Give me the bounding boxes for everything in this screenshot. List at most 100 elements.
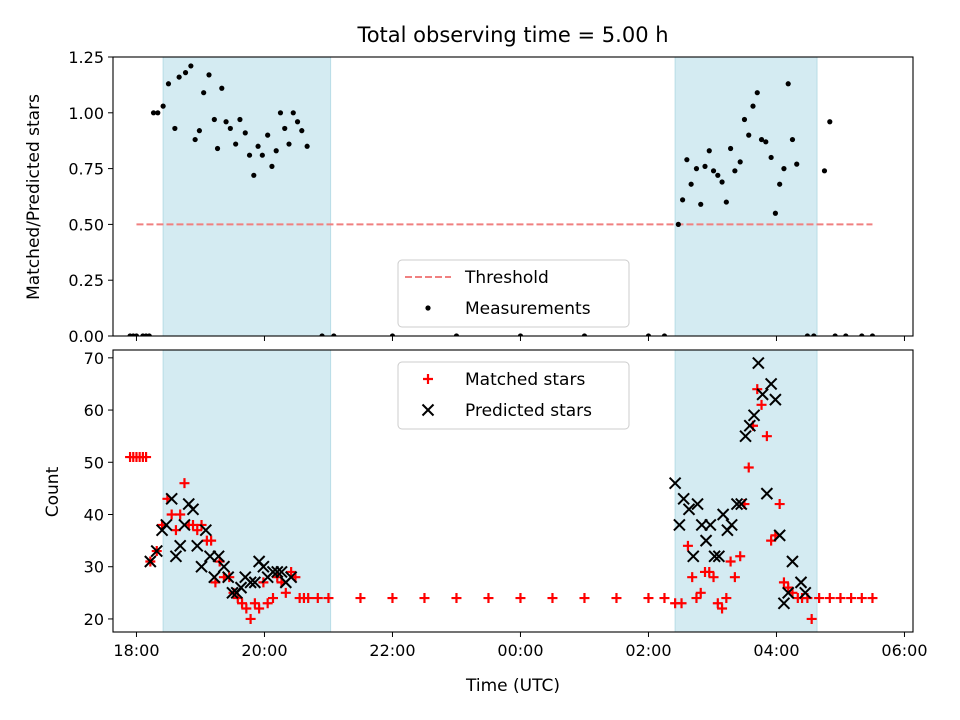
bottom-y-axis-label: Count bbox=[43, 466, 63, 517]
measurement-point bbox=[251, 173, 256, 178]
measurement-point bbox=[260, 153, 265, 158]
measurement-point bbox=[291, 110, 296, 115]
matched-star-marker bbox=[547, 593, 557, 603]
x-tick-label: 18:00 bbox=[113, 641, 159, 660]
legend-label: Predicted stars bbox=[465, 401, 592, 421]
matched-star-marker bbox=[387, 593, 397, 603]
measurement-point bbox=[243, 130, 248, 135]
matched-star-marker bbox=[579, 593, 589, 603]
matched-star-marker bbox=[825, 593, 835, 603]
matched-star-marker bbox=[355, 593, 365, 603]
measurement-point bbox=[269, 164, 274, 169]
measurement-point bbox=[188, 63, 193, 68]
measurement-point bbox=[223, 119, 228, 124]
y-tick-label: 0.00 bbox=[68, 327, 104, 346]
matched-star-marker bbox=[611, 593, 621, 603]
measurement-point bbox=[206, 72, 211, 77]
y-tick-label: 50 bbox=[84, 453, 104, 472]
measurement-point bbox=[177, 74, 182, 79]
measurement-point bbox=[265, 133, 270, 138]
x-tick-label: 20:00 bbox=[241, 641, 287, 660]
measurement-point bbox=[790, 137, 795, 142]
measurement-point bbox=[676, 222, 681, 227]
measurement-point bbox=[728, 146, 733, 151]
measurement-point bbox=[786, 81, 791, 86]
measurement-point bbox=[193, 137, 198, 142]
x-tick-label: 06:00 bbox=[881, 641, 927, 660]
y-tick-label: 0.75 bbox=[68, 160, 104, 179]
measurement-point bbox=[724, 199, 729, 204]
measurement-point bbox=[707, 148, 712, 153]
measurement-point bbox=[694, 166, 699, 171]
measurement-point bbox=[215, 146, 220, 151]
figure: Total observing time = 5.00 h Matched/Pr… bbox=[0, 0, 960, 720]
matched-star-marker bbox=[846, 593, 856, 603]
measurement-point bbox=[237, 117, 242, 122]
legend-label: Matched stars bbox=[465, 370, 585, 390]
bottom-panel: Count Time (UTC) 20304050607018:00 20:00 2… bbox=[43, 349, 928, 696]
measurement-point bbox=[746, 133, 751, 138]
measurement-point bbox=[197, 128, 202, 133]
x-tick-label: 02:00 bbox=[625, 641, 671, 660]
matched-star-marker bbox=[857, 593, 867, 603]
y-tick-label: 30 bbox=[84, 558, 104, 577]
x-tick-label: 22:00 bbox=[369, 641, 415, 660]
shaded-interval-2 bbox=[675, 57, 817, 336]
measurement-point bbox=[684, 157, 689, 162]
x-axis-label: Time (UTC) bbox=[465, 676, 560, 696]
matched-star-marker bbox=[835, 593, 845, 603]
matched-star-marker bbox=[483, 593, 493, 603]
y-tick-label: 0.50 bbox=[68, 215, 104, 234]
chart-title: Total observing time = 5.00 h bbox=[356, 23, 668, 47]
measurement-point bbox=[212, 117, 217, 122]
measurement-point bbox=[228, 126, 233, 131]
matched-star-marker bbox=[867, 593, 877, 603]
shaded-interval-2 bbox=[675, 350, 817, 632]
measurement-point bbox=[183, 70, 188, 75]
measurement-point bbox=[255, 144, 260, 149]
measurement-point bbox=[698, 202, 703, 207]
measurement-point bbox=[702, 164, 707, 169]
measurement-point bbox=[750, 104, 755, 109]
matched-star-marker bbox=[643, 593, 653, 603]
measurement-point bbox=[233, 141, 238, 146]
top-panel: Matched/Predicted stars 0.00 0.25 0.50 0.75… bbox=[24, 48, 913, 346]
measurement-point bbox=[295, 119, 300, 124]
measurement-point bbox=[738, 159, 743, 164]
measurement-point bbox=[305, 144, 310, 149]
top-y-axis-label: Matched/Predicted stars bbox=[24, 94, 44, 300]
y-tick-label: 1.25 bbox=[68, 48, 104, 67]
legend-measurements-swatch bbox=[425, 305, 430, 310]
y-tick-label: 20 bbox=[84, 610, 104, 629]
measurement-point bbox=[299, 128, 304, 133]
measurement-point bbox=[172, 126, 177, 131]
shaded-interval-1 bbox=[163, 350, 330, 632]
measurement-point bbox=[742, 117, 747, 122]
y-tick-label: 60 bbox=[84, 401, 104, 420]
measurement-point bbox=[282, 126, 287, 131]
measurement-point bbox=[827, 119, 832, 124]
measurement-point bbox=[155, 110, 160, 115]
measurement-point bbox=[773, 211, 778, 216]
measurement-point bbox=[711, 168, 716, 173]
legend: Matched stars Predicted stars bbox=[398, 362, 629, 429]
x-tick-label: 04:00 bbox=[753, 641, 799, 660]
measurement-point bbox=[822, 168, 827, 173]
measurement-point bbox=[286, 141, 291, 146]
legend-label: Measurements bbox=[465, 299, 591, 319]
matched-star-marker bbox=[659, 593, 669, 603]
measurement-point bbox=[278, 110, 283, 115]
matched-star-marker bbox=[451, 593, 461, 603]
measurement-point bbox=[755, 90, 760, 95]
measurement-point bbox=[763, 139, 768, 144]
measurement-point bbox=[689, 182, 694, 187]
matched-star-marker bbox=[515, 593, 525, 603]
matched-star-marker bbox=[419, 593, 429, 603]
measurement-point bbox=[715, 173, 720, 178]
y-tick-label: 40 bbox=[84, 506, 104, 525]
measurement-point bbox=[201, 90, 206, 95]
measurement-point bbox=[219, 86, 224, 91]
measurement-point bbox=[274, 148, 279, 153]
measurement-point bbox=[247, 153, 252, 158]
y-tick-label: 1.00 bbox=[68, 104, 104, 123]
